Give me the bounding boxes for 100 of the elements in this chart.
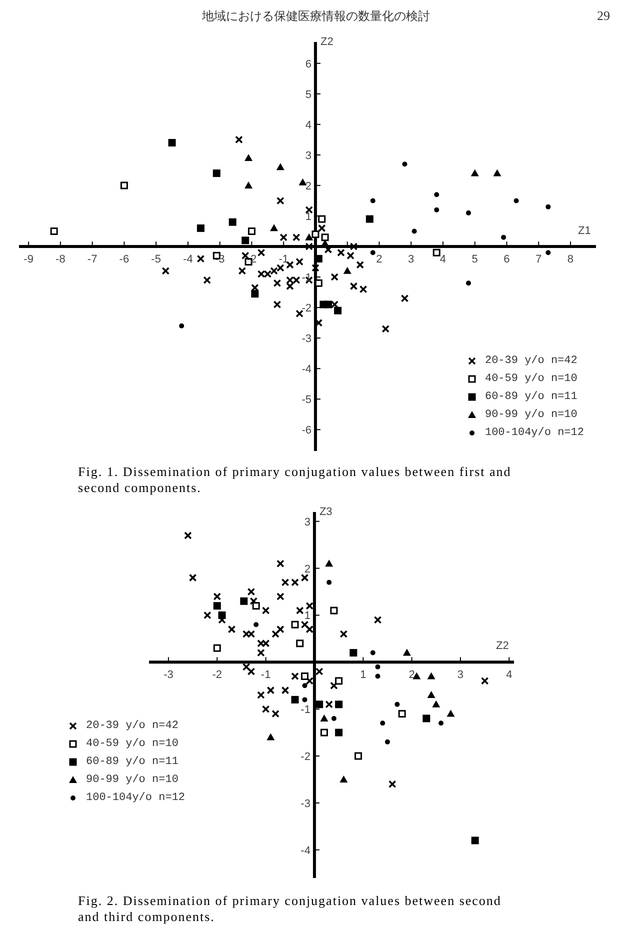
point: [380, 720, 386, 726]
point: [398, 710, 406, 718]
x-tick-label: 5: [472, 254, 478, 266]
y-tick-label: -5: [302, 394, 312, 406]
point: [296, 606, 304, 614]
point: [370, 250, 376, 256]
point: [272, 710, 280, 718]
point: [305, 242, 313, 250]
point: [244, 181, 253, 188]
x-tick-label: -7: [87, 254, 98, 266]
x-tick-label: 3: [408, 254, 414, 266]
point: [438, 720, 444, 726]
y-tick-label: 1: [304, 610, 310, 622]
point: [400, 294, 409, 302]
point: [291, 696, 299, 704]
point: [480, 677, 489, 685]
point: [270, 224, 278, 232]
point: [318, 215, 326, 223]
legend-label: 40-59 y/o n=10: [86, 738, 178, 750]
y-tick-label: 6: [305, 58, 312, 70]
point: [266, 733, 275, 740]
point: [335, 728, 343, 736]
x-tick-label: -5: [151, 254, 161, 266]
point: [276, 196, 284, 205]
point: [320, 714, 328, 722]
legend-label: 60-89 y/o n=11: [86, 756, 178, 768]
legend-label: 90-99 y/o n=10: [86, 774, 178, 786]
point: [196, 224, 204, 232]
point: [262, 705, 270, 713]
x-axis-title: Z2: [496, 640, 509, 652]
point: [354, 752, 362, 760]
point: [291, 578, 299, 586]
point: [254, 622, 259, 628]
point: [300, 574, 309, 582]
point: [272, 630, 280, 638]
point: [324, 300, 332, 308]
legend-label: 60-89 y/o n=11: [484, 391, 578, 403]
point: [335, 700, 343, 708]
y-tick-label: -2: [300, 751, 310, 763]
point: [394, 702, 400, 707]
point: [434, 192, 440, 198]
point: [300, 672, 308, 680]
point: [315, 668, 324, 676]
point: [330, 682, 338, 690]
point: [325, 560, 334, 567]
point: [427, 672, 436, 680]
point: [184, 532, 192, 540]
point: [286, 260, 294, 269]
point: [281, 578, 290, 586]
point: [247, 588, 256, 596]
point: [250, 597, 258, 606]
point: [212, 169, 220, 177]
point: [412, 228, 417, 234]
y-tick-label: -6: [302, 424, 312, 437]
x-tick-label: -6: [119, 254, 130, 266]
x-tick-label: -4: [183, 254, 193, 266]
legend-label: 20-39 y/o n=42: [86, 720, 178, 732]
point: [196, 254, 205, 263]
text: 29: [597, 8, 610, 24]
point: [384, 739, 390, 744]
point: [470, 169, 479, 176]
point: [370, 650, 376, 656]
point: [434, 207, 440, 212]
point: [257, 248, 266, 257]
y-tick-label: -4: [300, 844, 310, 857]
x-tick-label: -9: [24, 254, 34, 266]
point: [244, 154, 253, 161]
point: [335, 677, 343, 685]
legend-label: 100-104y/o n=12: [484, 427, 584, 439]
point: [346, 252, 354, 260]
point: [240, 597, 248, 605]
y-tick-label: 3: [304, 516, 310, 528]
y-tick-label: 2: [304, 563, 310, 576]
point: [466, 210, 471, 216]
point: [306, 677, 314, 685]
point: [50, 227, 58, 235]
text: Fig. 2. Dissemination of primary conjugation values between second and third components.: [78, 893, 502, 925]
point: [493, 169, 502, 176]
point: [375, 664, 380, 670]
point: [432, 700, 440, 708]
point: [262, 639, 270, 648]
point: [204, 611, 212, 620]
point: [471, 836, 479, 844]
point: [276, 625, 284, 634]
point: [330, 300, 338, 308]
point: [251, 290, 259, 298]
point: [262, 606, 270, 614]
point: [350, 649, 358, 657]
point: [252, 602, 260, 610]
x-tick-label: 2: [408, 669, 415, 682]
point: [546, 204, 551, 210]
y-tick-label: -2: [302, 302, 312, 315]
point: [402, 162, 408, 167]
point: [264, 270, 272, 278]
point: [247, 630, 256, 638]
point: [213, 592, 222, 600]
x-tick-label: 4: [506, 669, 512, 682]
point: [242, 236, 250, 244]
point: [292, 276, 300, 284]
point: [331, 716, 336, 721]
